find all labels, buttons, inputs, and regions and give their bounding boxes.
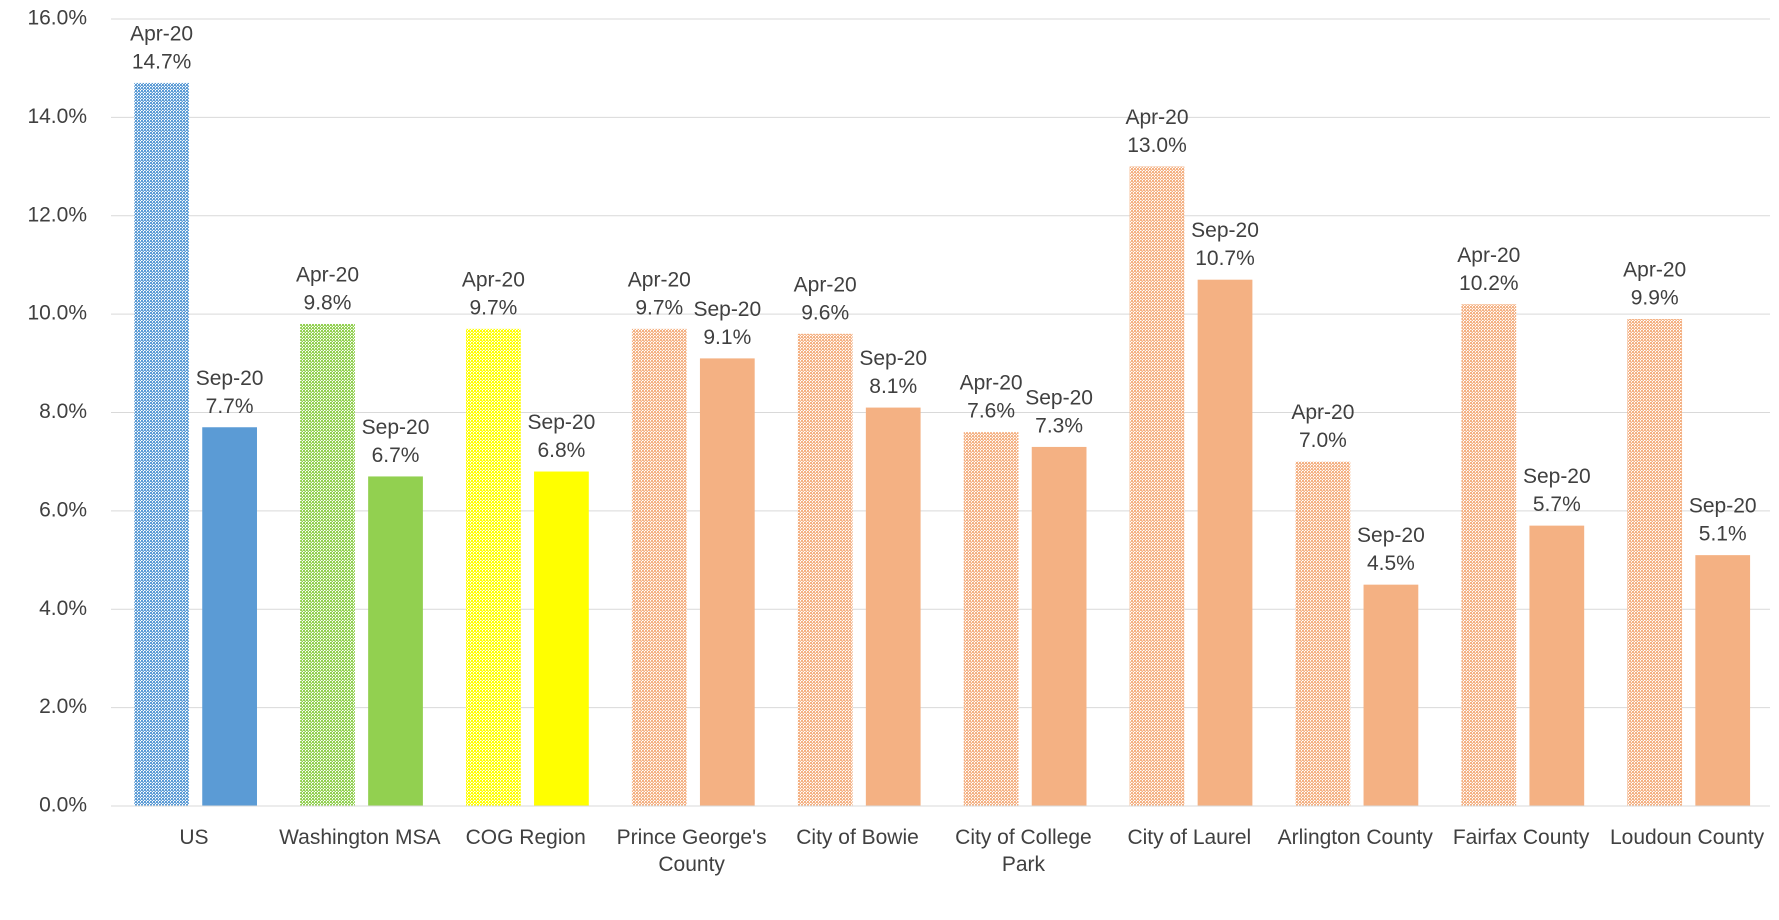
data-label: 6.8% [537, 439, 585, 462]
x-tick-label: Prince George's County [616, 826, 767, 876]
data-label: 9.6% [801, 301, 849, 324]
bar [1627, 319, 1683, 806]
y-tick-label: 6.0% [39, 498, 87, 521]
data-label: 6.7% [372, 444, 420, 467]
data-label-series: Sep-20 [528, 411, 596, 434]
data-label: 4.5% [1367, 552, 1415, 575]
data-label: 13.0% [1127, 134, 1187, 157]
data-label-series: Sep-20 [1191, 219, 1259, 242]
y-tick-label: 0.0% [39, 794, 87, 817]
y-tick-label: 14.0% [27, 105, 87, 128]
bar [202, 427, 257, 806]
data-label: 9.8% [304, 292, 352, 315]
bar [1129, 166, 1185, 806]
data-label-series: Apr-20 [130, 22, 193, 45]
data-label-series: Apr-20 [296, 264, 359, 287]
x-tick-label: COG Region [465, 826, 586, 849]
y-tick-label: 2.0% [39, 695, 87, 718]
bar [300, 323, 355, 806]
data-label: 7.0% [1299, 429, 1347, 452]
x-tick-label: City of Laurel [1127, 826, 1252, 849]
data-label-series: Apr-20 [794, 273, 857, 296]
data-label-series: Apr-20 [960, 372, 1023, 395]
data-label: 8.1% [869, 375, 917, 398]
data-label-series: Apr-20 [1623, 259, 1686, 282]
x-tick-label: Fairfax County [1452, 826, 1590, 849]
bar [1197, 279, 1253, 807]
data-label: 9.7% [469, 296, 517, 319]
data-label-series: Apr-20 [1125, 106, 1188, 129]
data-label: 9.1% [703, 326, 751, 349]
data-label-series: Sep-20 [1357, 524, 1425, 547]
bar [534, 471, 589, 806]
bar [797, 333, 853, 806]
x-tick-label: Loudoun County [1609, 826, 1765, 849]
bar [466, 328, 521, 806]
data-label: 14.7% [132, 50, 192, 73]
y-tick-label: 8.0% [39, 400, 87, 423]
data-label-series: Apr-20 [628, 268, 691, 291]
data-label: 5.1% [1699, 523, 1747, 546]
data-label: 9.7% [635, 296, 683, 319]
bar [631, 328, 687, 806]
x-tick-label: Washington MSA [279, 826, 441, 849]
bar [1461, 304, 1517, 806]
data-label-series: Sep-20 [1689, 495, 1757, 518]
data-label-series: Apr-20 [1291, 401, 1354, 424]
data-label-series: Sep-20 [693, 298, 761, 321]
data-label-series: Sep-20 [362, 416, 430, 439]
bar [963, 432, 1019, 806]
x-tick-label: US [179, 826, 209, 849]
bar [1363, 584, 1419, 806]
bar [1695, 555, 1751, 806]
data-label: 7.7% [206, 395, 254, 418]
data-label-series: Sep-20 [1523, 465, 1591, 488]
data-label-series: Apr-20 [1457, 244, 1520, 267]
bar [134, 82, 189, 807]
y-tick-label: 4.0% [39, 597, 87, 620]
y-tick-label: 12.0% [27, 203, 87, 226]
bar [1529, 525, 1585, 806]
data-label: 9.9% [1631, 287, 1679, 310]
x-tick-label: Arlington County [1277, 826, 1433, 849]
bar [699, 358, 755, 806]
x-tick-label: City of Bowie [796, 826, 919, 849]
bar [865, 407, 921, 806]
data-label: 10.7% [1195, 247, 1255, 270]
data-label-series: Sep-20 [859, 347, 927, 370]
bar [368, 476, 423, 806]
data-label-series: Sep-20 [1025, 386, 1093, 409]
bar [1031, 446, 1087, 806]
y-tick-label: 10.0% [27, 302, 87, 325]
x-tick-label: City of College Park [955, 826, 1092, 876]
data-label-series: Apr-20 [462, 268, 525, 291]
data-label-series: Sep-20 [196, 367, 264, 390]
data-label: 5.7% [1533, 493, 1581, 516]
data-label: 10.2% [1459, 272, 1519, 295]
data-label: 7.6% [967, 400, 1015, 423]
data-label: 7.3% [1035, 414, 1083, 437]
y-tick-label: 16.0% [27, 7, 87, 30]
bar [1295, 461, 1351, 806]
